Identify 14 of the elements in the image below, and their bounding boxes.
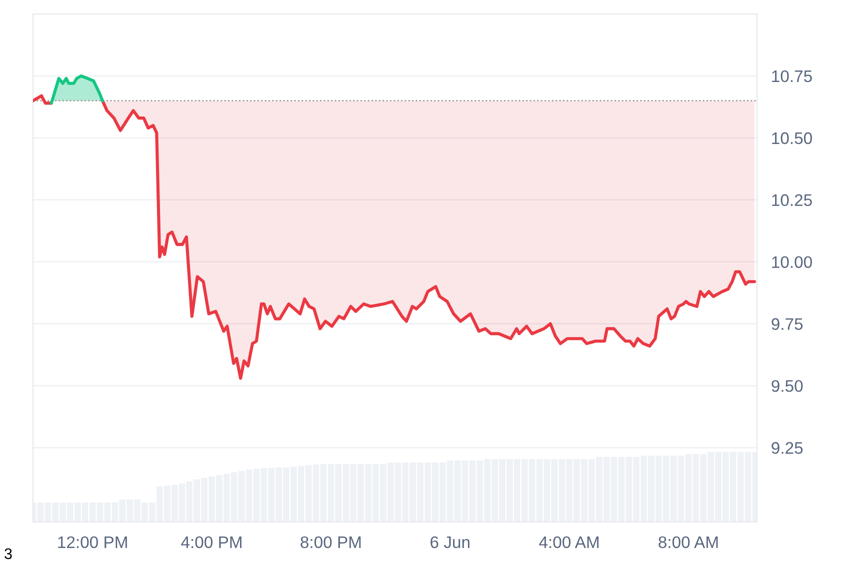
text: 3 [4, 548, 12, 560]
x-tick-label: 12:00 PM [58, 536, 127, 548]
x-tick-label: 8:00 PM [300, 536, 361, 548]
y-tick-label: 10.25 [772, 194, 812, 206]
y-tick-label: 10.75 [772, 70, 812, 82]
x-tick-label: 6 Jun [430, 536, 470, 548]
y-tick-label: 9.50 [772, 380, 803, 392]
y-tick-label: 10.00 [772, 256, 812, 268]
x-tick-label: 8:00 AM [658, 536, 718, 548]
y-tick-label: 10.50 [772, 132, 812, 144]
y-tick-label: 9.75 [772, 318, 803, 330]
x-tick-label: 4:00 AM [539, 536, 599, 548]
x-tick-label: 4:00 PM [181, 536, 242, 548]
y-tick-label: 9.25 [772, 442, 803, 454]
